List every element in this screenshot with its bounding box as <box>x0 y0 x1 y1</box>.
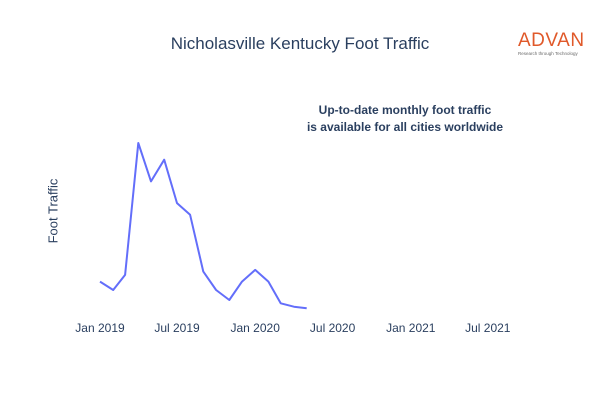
chart-annotation: Up-to-date monthly foot traffic is avail… <box>240 102 570 136</box>
x-tick-label: Jul 2020 <box>310 321 356 335</box>
annotation-line-2: is available for all cities worldwide <box>306 120 504 134</box>
x-tick-label: Jan 2019 <box>75 321 125 335</box>
advan-logo: ADVAN Research through Technology <box>518 31 590 56</box>
series-line-0 <box>99 142 307 310</box>
x-tick-label: Jul 2021 <box>465 321 511 335</box>
logo-wordmark: ADVAN <box>518 30 585 51</box>
x-tick-label: Jul 2019 <box>154 321 200 335</box>
chart-title: Nicholasville Kentucky Foot Traffic <box>170 34 430 53</box>
annotation-line-1: Up-to-date monthly foot traffic <box>318 103 492 117</box>
x-tick-label: Jan 2020 <box>231 321 281 335</box>
logo-tagline: Research through Technology <box>518 51 578 56</box>
x-tick-label: Jan 2021 <box>386 321 436 335</box>
